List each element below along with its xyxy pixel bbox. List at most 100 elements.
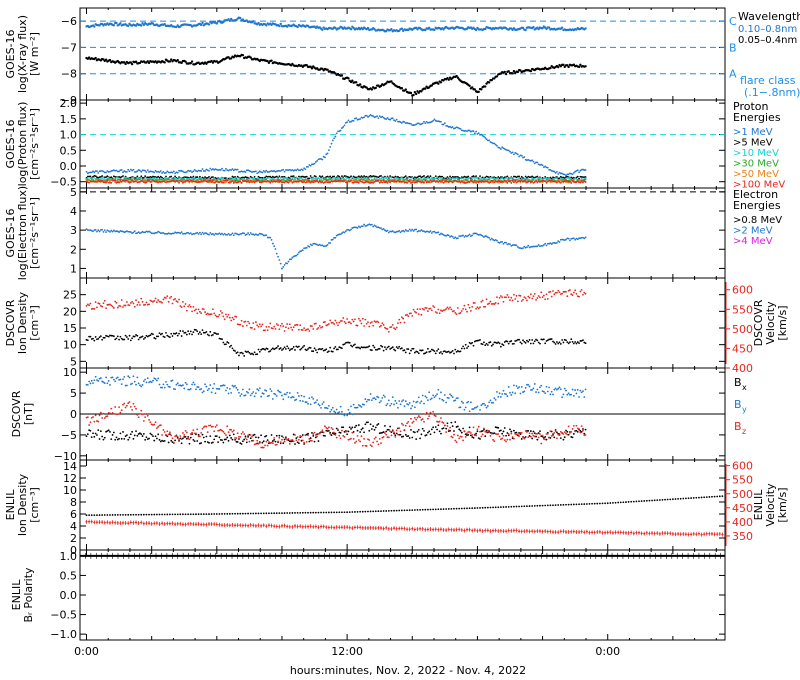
data-point <box>343 320 346 323</box>
data-point <box>472 344 475 347</box>
data-point <box>378 181 381 184</box>
data-point <box>252 20 255 23</box>
data-point <box>180 61 183 65</box>
data-point <box>514 298 517 300</box>
data-point <box>97 429 100 432</box>
data-point <box>419 175 421 178</box>
data-point <box>357 317 360 320</box>
data-point <box>307 432 309 435</box>
data-point <box>451 349 454 352</box>
data-point <box>182 301 184 303</box>
data-point <box>162 298 165 301</box>
data-point <box>102 438 105 441</box>
data-point <box>439 81 443 84</box>
data-point <box>326 175 329 178</box>
data-point <box>437 231 440 234</box>
data-point <box>556 241 558 244</box>
data-point <box>548 177 550 180</box>
data-point <box>257 179 260 182</box>
y-axis-label: log(X-ray flux) <box>16 15 29 93</box>
data-point <box>566 295 569 298</box>
data-point <box>232 433 235 436</box>
data-point <box>366 26 370 30</box>
data-point <box>472 130 475 133</box>
data-point <box>346 433 349 436</box>
data-point <box>191 333 193 336</box>
data-point <box>96 170 98 173</box>
data-point <box>279 347 282 349</box>
data-point <box>559 179 562 182</box>
data-point <box>429 175 432 178</box>
data-point <box>145 177 148 180</box>
data-point <box>283 330 286 332</box>
data-point <box>144 336 147 339</box>
data-point <box>368 345 371 347</box>
data-point <box>449 175 451 178</box>
data-point <box>459 312 462 314</box>
data-point <box>180 306 183 309</box>
data-point <box>227 169 230 172</box>
data-point <box>286 323 289 325</box>
data-point <box>210 181 213 183</box>
data-point <box>202 436 205 439</box>
data-point <box>480 88 483 91</box>
data-point <box>483 135 485 138</box>
data-point <box>226 315 229 318</box>
data-point <box>443 122 446 125</box>
data-point <box>236 175 239 178</box>
data-point <box>129 168 132 171</box>
data-point <box>369 423 372 426</box>
data-point <box>515 294 518 297</box>
data-point <box>329 175 332 178</box>
data-point <box>456 175 459 178</box>
data-point <box>295 254 298 257</box>
data-point <box>571 179 574 182</box>
data-point <box>532 295 535 298</box>
data-point <box>377 176 380 179</box>
data-point <box>229 57 233 60</box>
data-point <box>317 177 320 180</box>
data-point <box>447 350 450 353</box>
data-point <box>102 230 105 233</box>
data-point <box>556 181 558 184</box>
y-axis-label: log(Proton flux) <box>16 102 29 187</box>
data-point <box>515 152 518 155</box>
data-point <box>265 24 268 27</box>
data-point <box>363 325 365 327</box>
data-point <box>407 348 410 351</box>
data-point <box>217 315 220 318</box>
data-point <box>584 65 587 68</box>
data-point <box>170 295 173 298</box>
data-point <box>483 178 485 181</box>
data-point <box>140 170 143 173</box>
data-point <box>382 324 385 326</box>
data-point <box>484 27 487 31</box>
data-point <box>458 178 461 181</box>
data-point <box>96 434 98 436</box>
data-point <box>128 334 131 337</box>
data-point <box>467 433 470 436</box>
data-point <box>318 178 321 181</box>
data-point <box>303 344 306 347</box>
data-point <box>130 62 134 66</box>
data-point <box>507 70 510 73</box>
data-point <box>174 175 177 178</box>
data-point <box>373 175 376 178</box>
data-point <box>434 177 437 180</box>
data-point <box>501 432 504 435</box>
data-point <box>184 303 187 305</box>
data-point <box>334 319 337 322</box>
data-point <box>290 326 292 329</box>
data-point <box>498 147 501 149</box>
data-point <box>139 304 141 306</box>
data-point <box>247 179 249 182</box>
data-point <box>341 347 343 350</box>
data-point <box>221 232 223 235</box>
data-point <box>93 25 96 28</box>
data-point <box>204 311 206 313</box>
data-point <box>403 349 406 352</box>
data-point <box>195 329 197 331</box>
data-point <box>529 293 532 296</box>
data-point <box>114 438 117 441</box>
data-point <box>248 177 251 179</box>
